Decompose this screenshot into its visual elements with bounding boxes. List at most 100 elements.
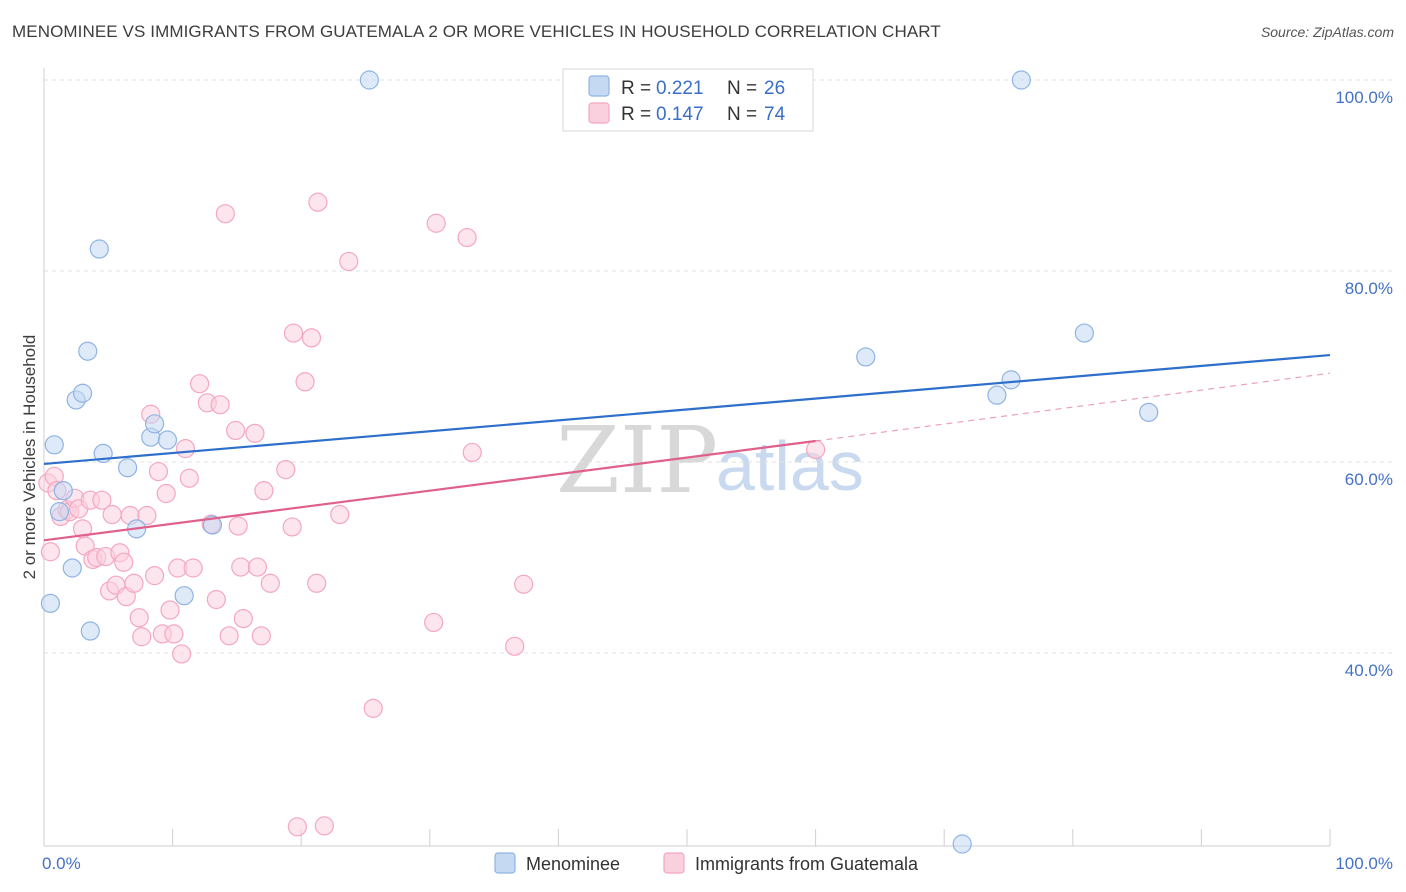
legend-bottom: Menominee Immigrants from Guatemala: [494, 852, 919, 874]
guatemala-point-28: [144, 566, 165, 586]
menominee-point-8: [80, 621, 100, 641]
guatemala-point-29: [148, 461, 169, 482]
y-tick-label-100: 100.0%: [1335, 88, 1393, 107]
menominee-point-3: [53, 481, 73, 501]
legend-n-label-menominee: N =: [727, 78, 757, 99]
guatemala-point-20: [114, 552, 134, 572]
menominee-point-24: [1074, 323, 1094, 343]
trend-line-guatemala-extension: [815, 372, 1331, 442]
menominee-point-15: [157, 430, 178, 450]
legend-n-value-guatemala: 74: [764, 104, 786, 125]
guatemala-point-52: [251, 626, 271, 646]
guatemala-point-49: [233, 609, 253, 629]
legend-r-label-menominee: R =: [621, 78, 651, 99]
guatemala-point-50: [245, 423, 265, 443]
guatemala-point-48: [231, 557, 251, 577]
bottom-legend-swatch-guatemala: [663, 852, 685, 874]
guatemala-point-54: [260, 573, 280, 593]
menominee-point-23: [1011, 70, 1031, 90]
menominee-point-6: [72, 383, 93, 403]
series-menominee-points: [40, 70, 1159, 854]
guatemala-point-55: [276, 460, 296, 480]
guatemala-point-70: [462, 442, 482, 463]
bottom-legend-label-menominee: Menominee: [526, 854, 620, 874]
guatemala-point-53: [254, 481, 274, 501]
legend-n-value-menominee: 26: [764, 78, 785, 99]
guatemala-point-25: [132, 627, 152, 647]
watermark-atlas: atlas: [716, 427, 864, 505]
trend-line-guatemala: [43, 439, 816, 542]
guatemala-point-60: [301, 328, 322, 348]
menominee-point-19: [856, 347, 876, 367]
y-tick-label-80: 80.0%: [1345, 279, 1393, 298]
watermark-zip: ZIP: [556, 407, 718, 514]
guatemala-point-72: [514, 574, 534, 594]
menominee-point-22: [1001, 370, 1021, 390]
guatemala-point-47: [228, 516, 248, 536]
guatemala-point-36: [175, 439, 196, 459]
guatemala-point-32: [160, 600, 180, 620]
x-ticks: [43, 829, 1331, 846]
guatemala-point-24: [129, 608, 149, 628]
menominee-point-25: [1139, 402, 1159, 422]
guatemala-point-66: [363, 698, 383, 718]
menominee-point-16: [174, 586, 194, 606]
guatemala-point-31: [156, 483, 176, 504]
x-tick-label-left: 0.0%: [42, 854, 81, 873]
menominee-point-2: [49, 502, 70, 522]
guatemala-point-23: [124, 573, 144, 593]
menominee-point-18: [359, 70, 379, 90]
menominee-point-1: [44, 435, 64, 455]
bottom-legend-swatch-menominee: [494, 852, 516, 874]
y-tick-label-40: 40.0%: [1345, 661, 1393, 680]
x-tick-label-right: 100.0%: [1335, 854, 1393, 873]
guatemala-point-17: [102, 504, 122, 525]
guatemala-point-63: [314, 816, 334, 836]
guatemala-point-35: [172, 644, 192, 664]
guatemala-point-51: [247, 557, 268, 577]
legend-swatch-menominee: [588, 75, 610, 97]
guatemala-point-26: [137, 505, 157, 526]
guatemala-point-68: [426, 213, 446, 233]
guatemala-point-45: [219, 626, 239, 646]
guatemala-point-71: [505, 636, 525, 656]
legend-r-value-guatemala: 0.147: [656, 104, 704, 125]
guatemala-point-33: [164, 624, 184, 644]
guatemala-point-56: [282, 517, 302, 537]
y-tick-labels: 100.0% 80.0% 60.0% 40.0%: [1335, 88, 1393, 680]
guatemala-point-67: [424, 612, 444, 633]
guatemala-point-46: [226, 420, 246, 441]
legend-r-value-menominee: 0.221: [656, 78, 704, 99]
trend-lines: [43, 353, 1331, 542]
guatemala-point-58: [287, 817, 307, 837]
guatemala-point-43: [210, 395, 230, 415]
guatemala-point-38: [183, 558, 203, 578]
source-credit: Source: ZipAtlas.com: [1260, 24, 1394, 40]
guatemala-point-44: [215, 204, 235, 224]
menominee-point-4: [62, 558, 82, 578]
y-tick-label-60: 60.0%: [1345, 470, 1393, 489]
chart-title: MENOMINEE VS IMMIGRANTS FROM GUATEMALA 2…: [12, 22, 941, 41]
guatemala-point-61: [307, 573, 327, 593]
guatemala-point-59: [295, 372, 315, 392]
menominee-point-21: [987, 385, 1007, 405]
guatemala-point-39: [190, 374, 210, 394]
legend-r-label-guatemala: R =: [621, 104, 651, 125]
menominee-point-14: [144, 414, 165, 434]
menominee-point-11: [117, 458, 138, 478]
legend-n-label-guatemala: N =: [727, 104, 757, 125]
menominee-point-20: [952, 834, 972, 854]
guatemala-point-64: [330, 504, 350, 525]
guatemala-point-42: [206, 589, 226, 610]
guatemala-point-65: [339, 251, 359, 272]
menominee-point-0: [40, 593, 61, 613]
series-guatemala-points: [38, 192, 826, 837]
trend-line-menominee: [43, 353, 1331, 466]
guatemala-point-37: [179, 468, 199, 488]
bottom-legend-label-guatemala: Immigrants from Guatemala: [695, 854, 919, 874]
menominee-point-17: [202, 515, 223, 535]
menominee-point-7: [78, 341, 98, 361]
guatemala-point-69: [457, 227, 477, 248]
legend-top: R = 0.221 N = 26 R = 0.147 N = 74: [562, 68, 814, 132]
guatemala-point-62: [308, 192, 328, 212]
